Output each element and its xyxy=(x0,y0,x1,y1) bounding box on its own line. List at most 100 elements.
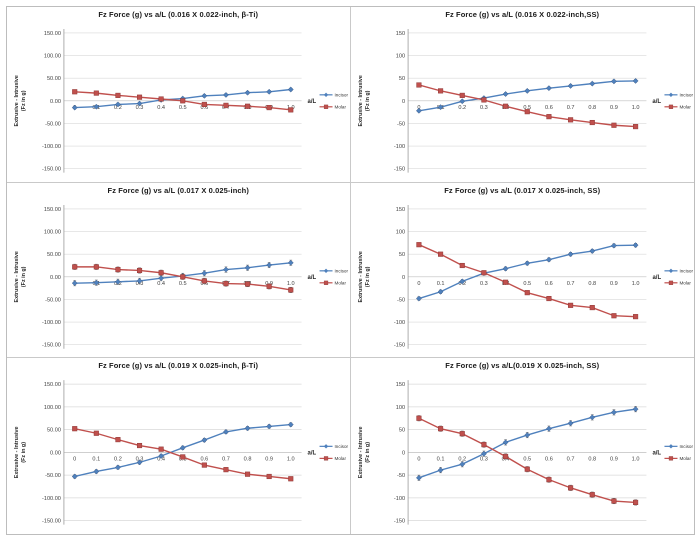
y-tick-label: 0 xyxy=(401,99,404,105)
x-tick-label: 0.1 xyxy=(436,457,444,463)
chart-title: Fz Force (g) vs a/L (0.017 X 0.025-inch) xyxy=(107,185,249,195)
chart-title: Fz Force (g) vs a/L (0.019 X 0.025-inch,… xyxy=(98,361,259,371)
y-tick-label: -100.00 xyxy=(42,144,61,150)
legend: Incisor Molar xyxy=(319,92,348,110)
chart-cell: Fz Force (g) vs a/L (0.017 X 0.025-inch,… xyxy=(350,182,694,359)
y-axis-tick-labels: 150.00 100.00 50.00 0.00 -50.00 -100.00 -150.0… xyxy=(42,207,61,349)
y-axis-title-line1: Extrusive - Intrusive xyxy=(358,427,364,479)
y-axis-tick-labels: 150.00 100.00 50.00 0.00 -50.00 -100.00 -150.0… xyxy=(42,382,61,525)
legend-label: Incisor xyxy=(679,268,693,273)
y-tick-label: 100.00 xyxy=(44,229,61,235)
chart-cell: Fz Force (g) vs a/L (0.017 X 0.025-inch)… xyxy=(7,182,351,359)
x-tick-label: 0.6 xyxy=(545,105,553,111)
square-markers xyxy=(72,263,294,293)
legend: Incisor Molar xyxy=(319,268,348,285)
x-tick-label: 0 xyxy=(417,105,420,111)
legend-square-marker-icon xyxy=(323,104,329,109)
x-tick-label: 0.5 xyxy=(523,105,531,111)
x-tick-label: 0.3 xyxy=(480,280,488,286)
x-axis-title: a/L xyxy=(308,275,317,281)
y-tick-label: -50 xyxy=(397,121,405,127)
y-tick-label: 150.00 xyxy=(44,207,61,213)
x-tick-label: 0.5 xyxy=(523,280,531,286)
chart-title: Fz Force (g) vs a/L (0.017 X 0.025-inch,… xyxy=(444,185,601,195)
incisor-series xyxy=(71,422,294,480)
legend-label: Molar xyxy=(335,105,347,110)
x-tick-label: 0.7 xyxy=(566,457,574,463)
y-tick-label: -100 xyxy=(393,320,404,326)
x-tick-label: 0.6 xyxy=(545,457,553,463)
legend-square-marker-icon xyxy=(323,280,329,285)
y-axis-title: Extrusive - Intrusive (Fz in g) xyxy=(358,427,371,479)
y-axis-title-line1: Extrusive - Intrusive xyxy=(358,75,364,126)
y-tick-label: -100 xyxy=(393,496,404,502)
x-tick-label: 0.3 xyxy=(480,457,488,463)
line-chart: 150100500-50-100-15000.10.20.30.40.50.60… xyxy=(358,28,693,173)
x-tick-label: 0.5 xyxy=(179,280,187,286)
chart-title: Fz Force (g) vs a/L(0.019 X 0.025-inch, … xyxy=(445,361,600,371)
y-axis-title-line1: Extrusive - Intrusive xyxy=(14,427,20,479)
y-tick-label: -150.00 xyxy=(42,519,61,525)
x-axis-title: a/L xyxy=(652,451,661,457)
legend-diamond-marker-icon xyxy=(323,92,329,98)
y-tick-label: -150 xyxy=(393,519,404,525)
legend-square-marker-icon xyxy=(668,280,673,285)
y-tick-label: 0 xyxy=(401,451,404,457)
legend-item: Incisor xyxy=(319,92,348,98)
x-axis-title: a/L xyxy=(652,99,661,105)
legend-item: Molar xyxy=(319,104,347,110)
y-tick-label: 150 xyxy=(395,31,404,37)
x-tick-label: 0.2 xyxy=(458,105,466,111)
y-tick-label: 50.00 xyxy=(47,252,61,258)
legend: Incisor Molar xyxy=(663,268,693,285)
y-axis-title-line2: (Fz in g) xyxy=(21,442,27,463)
legend-label: Incisor xyxy=(335,444,349,449)
diamond-markers xyxy=(415,406,638,482)
y-tick-label: 100 xyxy=(395,405,404,411)
y-axis-title: Extrusive - Intrusive (Fz in g) xyxy=(14,75,27,126)
square-markers xyxy=(415,415,638,506)
line-chart: 150100500-50-100-15000.10.20.30.40.50.60… xyxy=(358,204,693,348)
error-bars xyxy=(73,426,293,482)
legend: Incisor Molar xyxy=(319,444,349,461)
square-markers xyxy=(72,426,294,482)
y-axis-title-line1: Extrusive - Intrusive xyxy=(14,251,20,302)
y-axis-title: Extrusive - Intrusive (Fz in g) xyxy=(358,251,371,302)
x-tick-label: 0 xyxy=(73,457,76,463)
y-tick-label: 100 xyxy=(395,54,404,60)
line-chart: 150.00 100.00 50.00 0.00 -50.00 -100.00 -150.0… xyxy=(14,380,349,525)
x-tick-label: 0.1 xyxy=(436,280,444,286)
legend-diamond-marker-icon xyxy=(668,268,673,273)
x-tick-label: 0.8 xyxy=(244,457,252,463)
legend-label: Molar xyxy=(335,280,347,285)
y-tick-label: -50 xyxy=(396,473,404,479)
x-tick-label: 0 xyxy=(417,457,420,463)
y-axis-title: Extrusive - Intrusive (Fz in g) xyxy=(14,251,27,302)
x-tick-label: 0.9 xyxy=(610,280,618,286)
line-chart: 150.00 100.00 50.00 0.00 -50.00 -100.00 -150.0… xyxy=(14,28,348,173)
chart-cell: Fz Force (g) vs a/L (0.019 X 0.025-inch,… xyxy=(7,358,351,534)
legend-item: Molar xyxy=(663,456,691,461)
y-tick-label: -50.00 xyxy=(45,297,61,303)
incisor-series xyxy=(415,406,638,482)
legend-item: Incisor xyxy=(663,268,693,273)
molar-series xyxy=(72,426,294,482)
legend-label: Incisor xyxy=(679,93,693,98)
y-tick-label: -100.00 xyxy=(42,496,61,502)
x-tick-label: 0.3 xyxy=(136,457,144,463)
x-tick-label: 1.0 xyxy=(631,457,639,463)
legend-label: Molar xyxy=(335,456,347,461)
y-tick-label: 100.00 xyxy=(44,405,61,411)
y-tick-label: 50.00 xyxy=(47,428,61,434)
y-tick-label: 0.00 xyxy=(50,274,61,280)
x-axis-title: a/L xyxy=(308,99,317,105)
chart-cell: Fz Force (g) vs a/L (0.016 X 0.022-inch,… xyxy=(7,7,351,183)
legend: Incisor Molar xyxy=(663,93,693,109)
y-tick-label: -150 xyxy=(393,342,404,348)
line-chart: 150100500-50-100-15000.10.20.30.40.50.60… xyxy=(358,380,693,525)
x-tick-label: 0.1 xyxy=(92,457,100,463)
legend-item: Molar xyxy=(663,280,691,285)
chart-title: Fz Force (g) vs a/L (0.016 X 0.022-inch,… xyxy=(445,10,600,19)
x-axis-title: a/L xyxy=(308,451,317,457)
x-axis-tick-labels: 00.10.20.30.40.50.60.70.80.91.0 xyxy=(417,457,639,463)
